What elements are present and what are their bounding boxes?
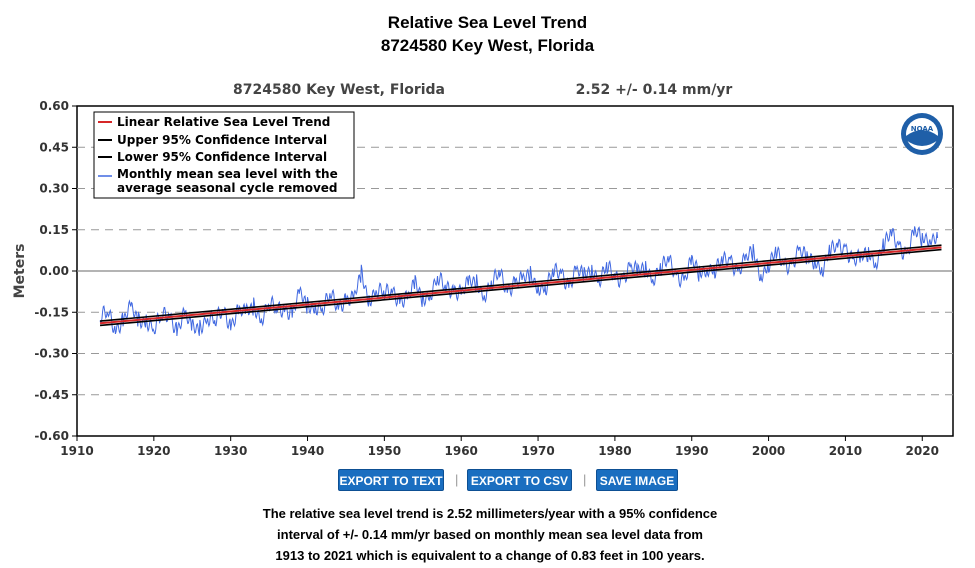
page-subtitle: 8724580 Key West, Florida (380, 36, 595, 55)
y-tick-label: 0.00 (39, 264, 69, 278)
chart-station-label: 8724580 Key West, Florida (233, 82, 445, 98)
svg-text:NOAA: NOAA (911, 125, 934, 133)
y-tick-label: -0.30 (34, 347, 69, 361)
x-tick-label: 1980 (598, 444, 631, 458)
legend-item-trend: Linear Relative Sea Level Trend (117, 115, 330, 129)
x-tick-label: 1950 (368, 444, 401, 458)
legend-item-monthly-1: Monthly mean sea level with the (117, 167, 338, 181)
save-image-button[interactable]: SAVE IMAGE (596, 469, 678, 491)
noaa-logo-icon: NOAA (901, 113, 943, 155)
x-tick-label: 1990 (675, 444, 708, 458)
x-tick-label: 1910 (60, 444, 93, 458)
y-tick-label: -0.15 (34, 305, 69, 319)
export-to-text-button[interactable]: EXPORT TO TEXT (338, 469, 444, 491)
toolbar-separator: | (583, 472, 587, 487)
trend-summary: The relative sea level trend is 2.52 mil… (200, 503, 780, 566)
x-tick-label: 2010 (829, 444, 862, 458)
export-toolbar: EXPORT TO TEXT | EXPORT TO CSV | SAVE IM… (0, 469, 975, 493)
summary-line: 1913 to 2021 which is equivalent to a ch… (275, 548, 705, 563)
series-lower-ci-line (99, 248, 942, 327)
x-tick-label: 1920 (137, 444, 170, 458)
x-tick-label: 1970 (521, 444, 554, 458)
y-tick-label: 0.45 (39, 140, 69, 154)
x-tick-label: 2000 (752, 444, 785, 458)
legend: Linear Relative Sea Level Trend Upper 95… (93, 111, 355, 199)
x-tick-label: 1940 (291, 444, 324, 458)
summary-line: interval of +/- 0.14 mm/yr based on mont… (277, 527, 703, 542)
x-tick-label: 1960 (445, 444, 478, 458)
page-title: Relative Sea Level Trend (387, 13, 588, 32)
export-to-csv-button[interactable]: EXPORT TO CSV (467, 469, 572, 491)
series-upper-ci-line (99, 244, 942, 322)
legend-item-lower: Lower 95% Confidence Interval (117, 150, 327, 164)
y-axis-label: Meters (12, 244, 28, 299)
toolbar-separator: | (455, 472, 459, 487)
y-tick-label: -0.45 (34, 388, 69, 402)
legend-item-monthly-2: average seasonal cycle removed (117, 181, 338, 195)
y-tick-label: 0.15 (39, 223, 69, 237)
y-tick-label: 0.30 (39, 182, 69, 196)
series-linear-trend-line (99, 246, 942, 325)
summary-line: The relative sea level trend is 2.52 mil… (262, 506, 718, 521)
x-tick-label: 2020 (906, 444, 939, 458)
y-tick-label: -0.60 (34, 429, 69, 443)
sea-level-chart: 8724580 Key West, Florida 2.52 +/- 0.14 … (12, 82, 954, 458)
chart-trend-label: 2.52 +/- 0.14 mm/yr (576, 82, 733, 98)
y-tick-label: 0.60 (39, 99, 69, 113)
legend-item-upper: Upper 95% Confidence Interval (117, 133, 327, 147)
x-tick-label: 1930 (214, 444, 247, 458)
